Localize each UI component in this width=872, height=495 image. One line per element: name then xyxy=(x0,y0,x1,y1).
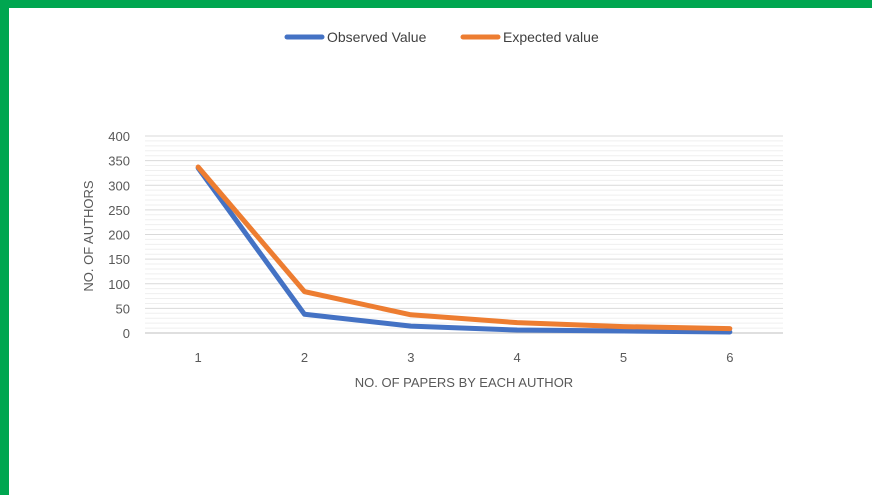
gridlines xyxy=(145,135,783,334)
x-tick-label: 1 xyxy=(195,350,202,365)
y-tick-label: 250 xyxy=(108,203,130,218)
series-line-expected xyxy=(195,164,733,332)
y-tick-label: 200 xyxy=(108,228,130,243)
x-axis-title: NO. OF PAPERS BY EACH AUTHOR xyxy=(355,375,573,390)
y-tick-label: 300 xyxy=(108,178,130,193)
series-lines xyxy=(195,164,733,335)
x-tick-label: 6 xyxy=(726,350,733,365)
y-tick-label: 50 xyxy=(116,301,130,316)
y-tick-label: 0 xyxy=(123,326,130,341)
legend-label: Expected value xyxy=(503,29,599,45)
x-tick-label: 2 xyxy=(301,350,308,365)
y-tick-label: 150 xyxy=(108,252,130,267)
y-tick-label: 400 xyxy=(108,129,130,144)
y-tick-label: 100 xyxy=(108,277,130,292)
series-line-observed xyxy=(195,165,733,335)
legend-label: Observed Value xyxy=(327,29,427,45)
y-axis-title: NO. OF AUTHORS xyxy=(81,180,96,292)
x-tick-label: 3 xyxy=(407,350,414,365)
x-tick-label: 4 xyxy=(514,350,521,365)
x-tick-label: 5 xyxy=(620,350,627,365)
x-axis-ticks: 1 2 3 4 5 6 xyxy=(195,350,734,365)
y-tick-label: 350 xyxy=(108,154,130,169)
y-axis-ticks: 0 50 100 150 200 250 300 350 400 xyxy=(108,129,130,341)
legend: Observed Value Expected value xyxy=(284,29,599,45)
